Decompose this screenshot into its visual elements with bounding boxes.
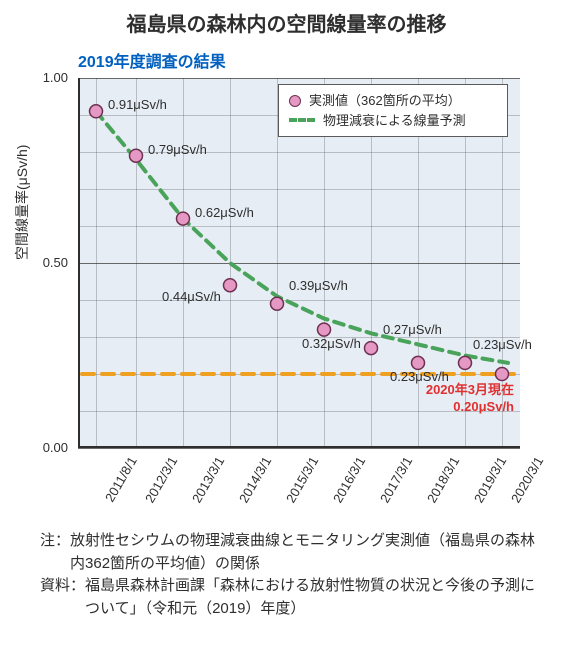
x-tick-label: 2013/3/1 [189,454,227,505]
circle-marker-icon [289,95,301,107]
source-label: 資料： [40,575,85,598]
data-point [318,323,331,336]
y-axis-line [78,78,80,448]
legend-label: 実測値（362箇所の平均） [309,91,461,111]
legend-row-decay: 物理減衰による線量予測 [289,111,497,131]
data-point [130,149,143,162]
data-point [365,342,378,355]
legend-row-measured: 実測値（362箇所の平均） [289,91,497,111]
data-point [496,368,509,381]
x-tick-label: 2012/3/1 [142,454,180,505]
x-axis-line [78,446,520,448]
point-label: 0.32μSv/h [302,336,361,351]
point-label: 0.79μSv/h [148,142,207,157]
x-tick-label: 2014/3/1 [236,454,274,505]
data-point [459,356,472,369]
x-tick-label: 2020/3/1 [508,454,546,505]
data-point [90,105,103,118]
data-point [271,297,284,310]
legend-label: 物理減衰による線量予測 [323,111,466,131]
data-point [224,279,237,292]
x-tick-label: 2011/8/1 [102,454,140,504]
y-tick-label: 1.00 [8,70,68,85]
gridline-h [78,448,520,449]
x-tick-label: 2018/3/1 [424,454,462,505]
x-tick-label: 2019/3/1 [471,454,509,505]
point-label: 0.62μSv/h [195,205,254,220]
y-tick-label: 0.00 [8,440,68,455]
data-point [412,356,425,369]
note-text: 放射性セシウムの物理減衰曲線とモニタリング実測値（福島県の森林内362箇所の平均… [70,530,540,575]
point-label: 0.27μSv/h [383,322,442,337]
source-text: 福島県森林計画課「森林における放射性物質の状況と今後の予測について」（令和元（2… [85,575,540,620]
final-value: 0.20μSv/h [426,399,514,416]
point-label: 0.44μSv/h [162,289,221,304]
point-label: 0.91μSv/h [108,97,167,112]
plot-area: 0.91μSv/h 0.79μSv/h 0.62μSv/h 0.44μSv/h 0.39… [78,78,520,448]
x-tick-label: 2016/3/1 [330,454,368,505]
chart-title: 福島県の森林内の空間線量率の推移 [0,8,573,37]
data-point [177,212,190,225]
y-tick-label: 0.50 [8,255,68,270]
note-row: 注： 放射性セシウムの物理減衰曲線とモニタリング実測値（福島県の森林内362箇所… [40,530,540,575]
chart-subtitle: 2019年度調査の結果 [78,48,226,72]
point-label: 0.39μSv/h [289,278,348,293]
y-axis-label: 空間線量率(μSv/h) [12,145,32,260]
final-date: 2020年3月現在 [426,382,514,399]
source-row: 資料： 福島県森林計画課「森林における放射性物質の状況と今後の予測について」（令… [40,575,540,620]
final-value-label: 2020年3月現在 0.20μSv/h [426,382,514,416]
note-label: 注： [40,530,70,553]
dash-line-icon [289,118,315,122]
legend: 実測値（362箇所の平均） 物理減衰による線量予測 [278,84,508,137]
x-tick-label: 2015/3/1 [283,454,321,505]
x-tick-label: 2017/3/1 [377,454,415,505]
point-label: 0.23μSv/h [473,337,532,352]
notes-section: 注： 放射性セシウムの物理減衰曲線とモニタリング実測値（福島県の森林内362箇所… [40,530,540,620]
